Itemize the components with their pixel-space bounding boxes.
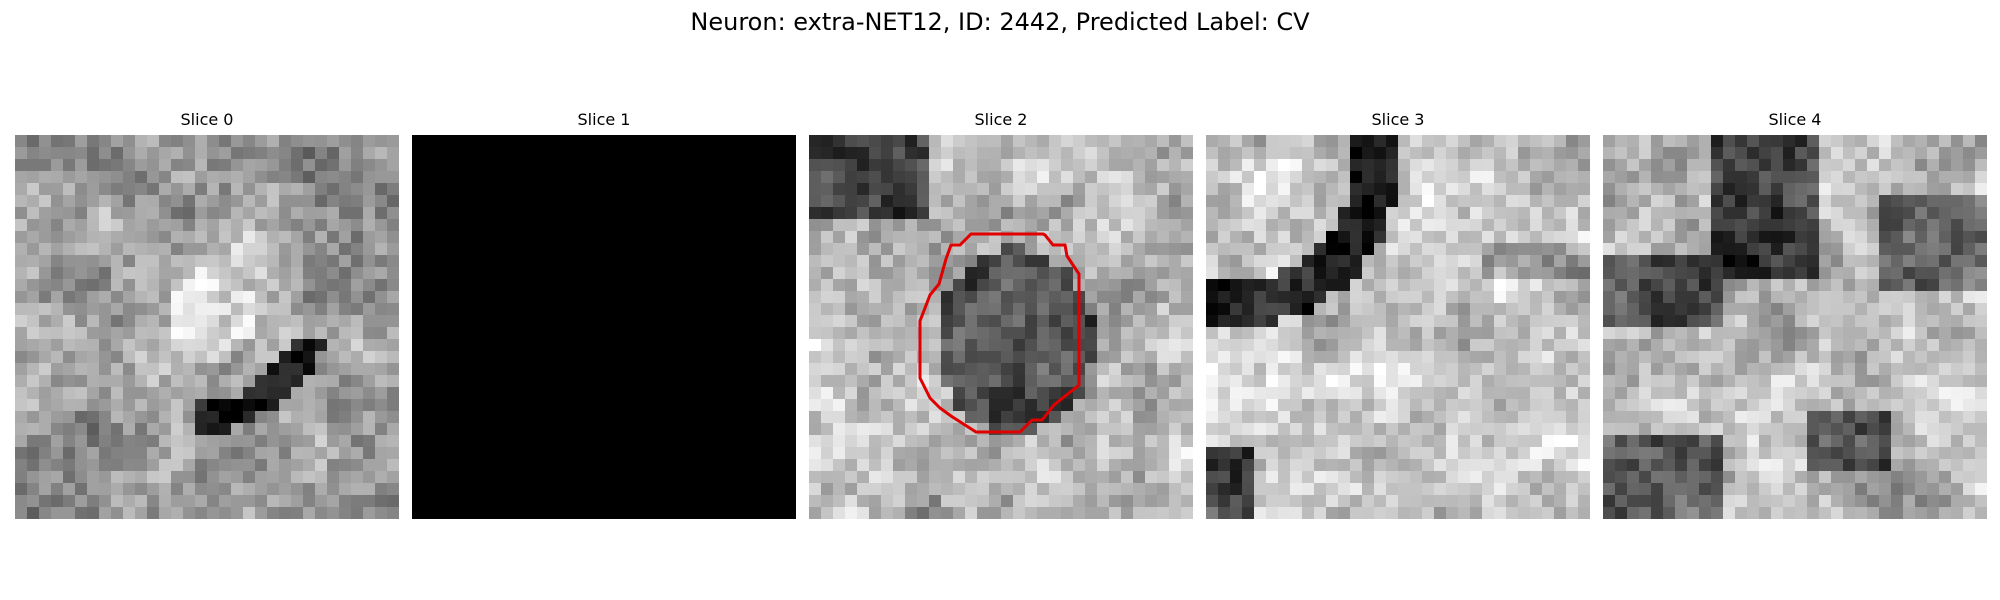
slice-panel-0: Slice 0 — [15, 110, 399, 519]
slice-title-0: Slice 0 — [180, 110, 234, 129]
slice-panel-4: Slice 4 — [1603, 110, 1987, 519]
figure-title: Neuron: extra-NET12, ID: 2442, Predicted… — [690, 8, 1310, 36]
slice-image-2 — [809, 135, 1193, 519]
slice-panel-1: Slice 1 — [412, 110, 796, 519]
slice-title-3: Slice 3 — [1371, 110, 1425, 129]
slice-image-4 — [1603, 135, 1987, 519]
slice-image-3 — [1206, 135, 1590, 519]
slice-image-1 — [412, 135, 796, 519]
slice-image-0 — [15, 135, 399, 519]
slice-title-4: Slice 4 — [1768, 110, 1822, 129]
slice-title-1: Slice 1 — [577, 110, 631, 129]
slice-panel-3: Slice 3 — [1206, 110, 1590, 519]
slice-panel-2: Slice 2 — [809, 110, 1193, 519]
slice-title-2: Slice 2 — [974, 110, 1028, 129]
